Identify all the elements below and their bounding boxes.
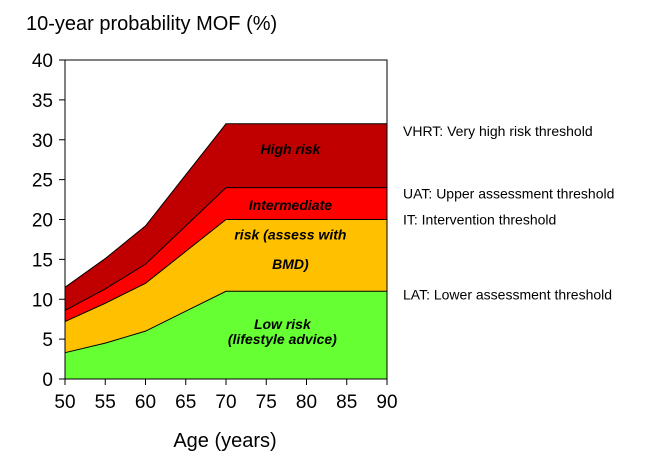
threshold-labels: VHRT: Very high risk threshold UAT: Upper…: [403, 123, 614, 302]
band-low-risk: [65, 291, 387, 379]
band-intermediate-risk-label: risk (assess with: [234, 226, 346, 242]
x-tick-label: 55: [95, 392, 116, 413]
y-tick-label: 40: [32, 51, 53, 72]
y-tick-label: 15: [32, 250, 53, 271]
y-tick-label: 25: [32, 171, 53, 192]
y-tick-label: 35: [32, 91, 53, 112]
threshold-line-lat: [64, 290, 387, 354]
threshold-label: IT: Intervention threshold: [403, 212, 556, 228]
band-low-risk-label: Low risk: [254, 316, 312, 332]
band-labels: Low risk(lifestyle advice) Intermediate ri…: [79, 103, 347, 347]
threshold-line-vhrt: [64, 123, 387, 288]
x-tick-label: 85: [336, 392, 357, 413]
band-low-risk-label: (lifestyle advice): [228, 331, 337, 347]
y-tick-label: 5: [42, 330, 53, 351]
y-axis-ticks: 0 5 10 15 20 25 30 35 40: [32, 51, 65, 391]
threshold-label: UAT: Upper assessment threshold: [403, 186, 614, 202]
threshold-line-it: [64, 219, 387, 323]
chart-title: 10-year probability MOF (%): [26, 13, 277, 35]
band-intermediate-risk: [65, 219, 387, 353]
y-tick-label: 10: [32, 290, 53, 311]
band-intermediate-risk-label: BMD): [272, 256, 309, 272]
x-tick-label: 75: [256, 392, 277, 413]
x-tick-label: 80: [296, 392, 317, 413]
x-axis-ticks: 50 55 60 65 70 75 80 85 90: [54, 379, 398, 413]
y-tick-label: 30: [32, 131, 53, 152]
band-high-risk-label: High risk: [260, 141, 321, 157]
threshold-label: LAT: Lower assessment threshold: [403, 286, 612, 302]
band-high-risk: [65, 187, 387, 322]
y-tick-label: 0: [42, 370, 53, 391]
band-very-high-risk-label: Very: [79, 103, 110, 119]
x-tick-label: 90: [376, 392, 397, 413]
x-tick-label: 50: [54, 392, 75, 413]
threshold-label: VHRT: Very high risk threshold: [403, 123, 593, 139]
x-axis-title: Age (years): [173, 430, 276, 452]
threshold-line-uat: [64, 187, 387, 311]
y-tick-label: 20: [32, 211, 53, 232]
band-very-high-risk-label: high risk: [79, 123, 139, 139]
x-tick-label: 65: [175, 392, 196, 413]
band-intermediate-risk-label: Intermediate: [249, 197, 332, 213]
x-tick-label: 60: [135, 392, 156, 413]
threshold-lines: [64, 123, 387, 354]
x-tick-label: 70: [215, 392, 236, 413]
